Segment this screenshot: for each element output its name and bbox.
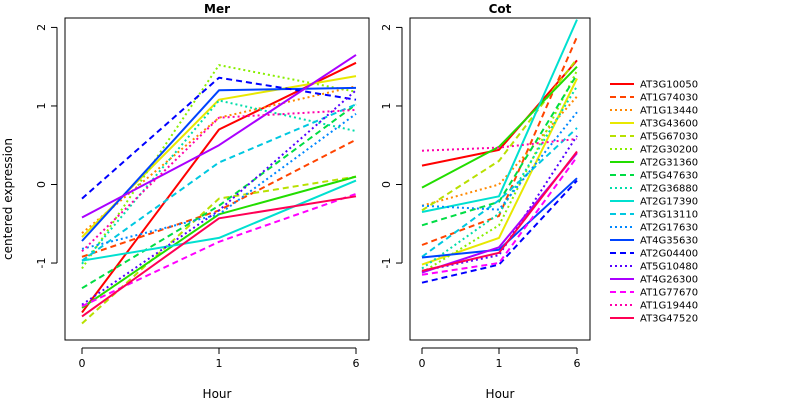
series-line-at2g17390 xyxy=(81,179,357,262)
y-tick-label: 0 xyxy=(380,181,393,188)
legend-label: AT3G47520 xyxy=(640,314,698,325)
x-tick-label: 0 xyxy=(79,357,86,370)
legend-label: AT5G10480 xyxy=(640,262,698,273)
plot-frame xyxy=(409,17,591,341)
series-line-at1g74030 xyxy=(421,36,578,246)
legend-label: AT4G26300 xyxy=(640,275,698,286)
series-line-at3g47520 xyxy=(421,150,578,272)
series-line-at2g31360 xyxy=(421,66,578,189)
series-layer xyxy=(421,19,578,284)
series-line-at2g04400 xyxy=(421,179,578,284)
panel-title: Cot xyxy=(489,2,512,16)
series-line-at5g47630 xyxy=(421,73,578,227)
legend-label: AT4G35630 xyxy=(640,236,698,247)
y-tick-label: 2 xyxy=(35,24,48,31)
series-line-at2g36880 xyxy=(81,99,357,265)
axis-layer: 0 1 6 -1 0 1 2 xyxy=(35,24,360,370)
series-line-at1g13440 xyxy=(421,95,578,207)
x-axis-label: Hour xyxy=(486,387,515,400)
legend-label: AT2G31360 xyxy=(640,158,698,169)
y-tick-label: 1 xyxy=(380,102,393,109)
legend-label: AT3G43600 xyxy=(640,119,698,130)
series-line-at3g13110 xyxy=(421,127,578,258)
series-line-at5g67030 xyxy=(421,58,578,212)
legend-label: AT3G13110 xyxy=(640,210,698,221)
legend-label: AT1G74030 xyxy=(640,93,698,104)
series-line-at5g47630 xyxy=(81,103,357,290)
panel-cot: Cot 0 1 6 -1 0 1 2 Hour xyxy=(380,2,591,400)
legend-label: AT1G13440 xyxy=(640,106,698,117)
legend-label: AT1G77670 xyxy=(640,288,698,299)
y-tick-label: 1 xyxy=(35,102,48,109)
series-line-at1g19440 xyxy=(81,108,357,253)
series-line-at1g19440 xyxy=(421,137,578,152)
series-line-at5g67030 xyxy=(81,175,357,325)
series-line-at4g26300 xyxy=(81,54,357,219)
series-line-at2g30200 xyxy=(421,70,578,274)
series-line-at1g77670 xyxy=(421,156,578,276)
legend-label: AT2G17390 xyxy=(640,197,698,208)
legend-label: AT5G47630 xyxy=(640,171,698,182)
x-tick-label: 1 xyxy=(216,357,223,370)
x-tick-label: 0 xyxy=(419,357,426,370)
series-line-at3g47520 xyxy=(81,195,357,318)
series-line-at2g17630 xyxy=(421,111,578,211)
y-tick-label: -1 xyxy=(380,258,393,269)
legend-label: AT2G17630 xyxy=(640,223,698,234)
x-axis-label: Hour xyxy=(203,387,232,400)
legend-label: AT2G36880 xyxy=(640,184,698,195)
series-line-at4g35630 xyxy=(81,86,357,242)
plot-frame xyxy=(64,17,370,341)
x-tick-label: 1 xyxy=(496,357,503,370)
legend-label: AT2G30200 xyxy=(640,145,698,156)
series-line-at2g36880 xyxy=(421,85,578,270)
y-axis-label: centered expression xyxy=(1,138,15,260)
legend-label: AT5G67030 xyxy=(640,132,698,143)
y-tick-label: 0 xyxy=(35,181,48,188)
series-layer xyxy=(81,54,357,325)
series-line-at4g35630 xyxy=(421,177,578,259)
legend-label: AT1G19440 xyxy=(640,301,698,312)
legend: AT3G10050 AT1G74030 AT1G13440 AT3G43600 AT5G… xyxy=(610,80,698,325)
panel-mer: Mer 0 1 6 -1 0 1 2 Hour centered expression xyxy=(1,2,370,400)
panel-title: Mer xyxy=(204,2,230,16)
y-tick-label: -1 xyxy=(35,258,48,269)
series-line-at2g30200 xyxy=(81,64,357,270)
series-line-at3g10050 xyxy=(421,59,578,167)
x-tick-label: 6 xyxy=(574,357,581,370)
series-line-at5g10480 xyxy=(81,89,357,306)
series-line-at2g04400 xyxy=(81,76,357,200)
x-tick-label: 6 xyxy=(353,357,360,370)
legend-label: AT3G10050 xyxy=(640,80,698,91)
y-tick-label: 2 xyxy=(380,24,393,31)
series-line-at2g17630 xyxy=(81,112,357,250)
series-line-at3g43600 xyxy=(81,75,357,238)
axis-layer: 0 1 6 -1 0 1 2 xyxy=(380,24,581,370)
legend-label: AT2G04400 xyxy=(640,249,698,260)
